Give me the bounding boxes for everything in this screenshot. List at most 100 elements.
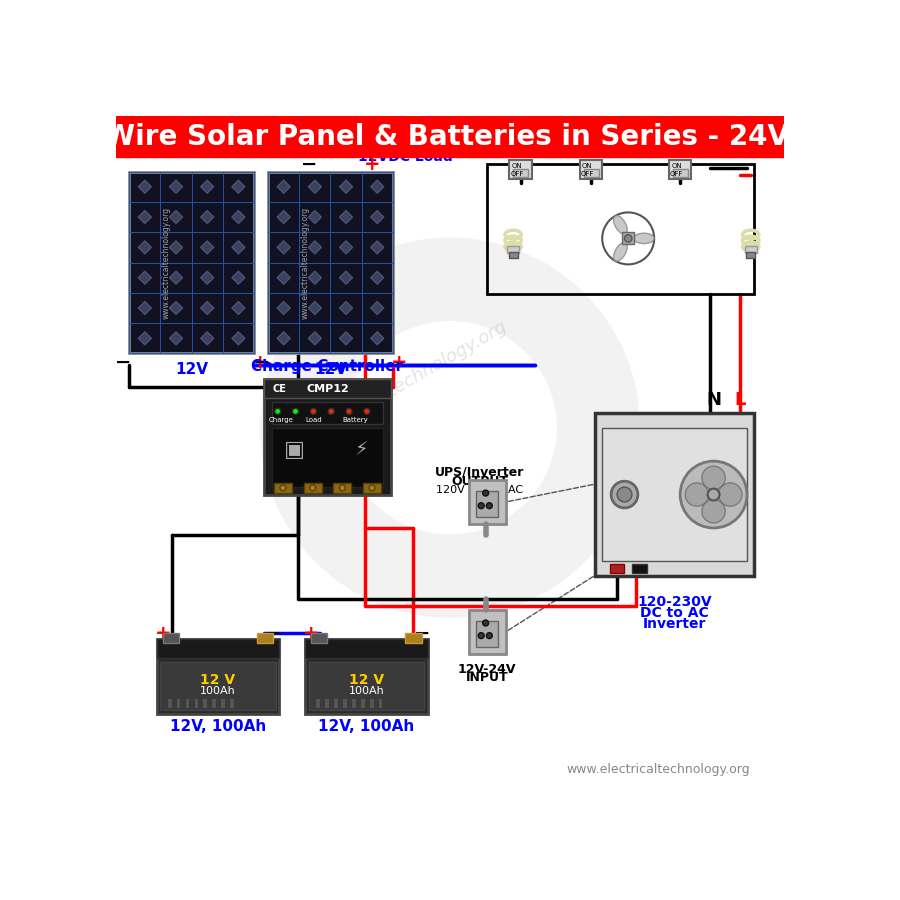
Polygon shape xyxy=(308,211,321,224)
Polygon shape xyxy=(139,211,151,224)
Text: −: − xyxy=(115,353,131,372)
Polygon shape xyxy=(201,240,214,254)
Bar xyxy=(272,401,383,424)
Polygon shape xyxy=(371,302,384,315)
Bar xyxy=(673,169,688,176)
Polygon shape xyxy=(308,271,321,284)
Text: ON: ON xyxy=(671,163,682,168)
Bar xyxy=(508,246,519,253)
Circle shape xyxy=(702,466,725,490)
Text: UPS/Inverter: UPS/Inverter xyxy=(435,466,525,479)
Polygon shape xyxy=(277,271,291,284)
Bar xyxy=(343,698,346,707)
Bar xyxy=(406,633,422,643)
Bar xyxy=(334,698,338,707)
Circle shape xyxy=(482,620,489,626)
Polygon shape xyxy=(277,180,291,194)
Polygon shape xyxy=(371,211,384,224)
Text: 100Ah: 100Ah xyxy=(200,687,236,697)
Text: OUTPUT: OUTPUT xyxy=(451,474,508,488)
Polygon shape xyxy=(339,240,353,254)
Circle shape xyxy=(718,483,742,506)
Bar xyxy=(311,633,328,643)
Polygon shape xyxy=(339,271,353,284)
Polygon shape xyxy=(339,331,353,345)
Text: 12VDC Load: 12VDC Load xyxy=(358,149,453,164)
Polygon shape xyxy=(139,271,151,284)
Bar xyxy=(469,480,506,524)
Text: Battery: Battery xyxy=(342,418,368,423)
Polygon shape xyxy=(277,211,291,224)
Bar xyxy=(379,698,382,707)
Bar xyxy=(508,253,518,258)
Bar xyxy=(185,698,189,707)
Bar xyxy=(230,698,234,707)
Text: +: + xyxy=(155,624,171,643)
Text: INPUT: INPUT xyxy=(466,671,508,684)
Text: www.electricaltechnology.org: www.electricaltechnology.org xyxy=(162,206,171,319)
Bar xyxy=(212,698,216,707)
Text: 12V, 100Ah: 12V, 100Ah xyxy=(170,719,266,734)
Bar xyxy=(513,169,528,176)
Polygon shape xyxy=(339,302,353,315)
Bar xyxy=(309,662,424,710)
Text: 100Ah: 100Ah xyxy=(348,687,384,697)
Bar xyxy=(305,639,428,714)
Circle shape xyxy=(328,409,334,414)
Polygon shape xyxy=(231,180,245,194)
Bar xyxy=(274,482,292,493)
Bar xyxy=(469,609,506,654)
Circle shape xyxy=(369,485,375,490)
Text: +: + xyxy=(252,353,268,372)
Bar xyxy=(325,698,329,707)
Text: +: + xyxy=(364,155,381,174)
Circle shape xyxy=(310,409,317,414)
Circle shape xyxy=(292,409,299,414)
Circle shape xyxy=(339,485,346,490)
Circle shape xyxy=(611,482,638,508)
Bar xyxy=(476,491,499,517)
Circle shape xyxy=(685,483,708,506)
Bar xyxy=(194,698,198,707)
Bar xyxy=(595,413,754,576)
Text: 120V - 230V AC: 120V - 230V AC xyxy=(436,485,523,495)
Bar xyxy=(265,380,391,494)
Text: 120-240V AC Load: 120-240V AC Load xyxy=(543,142,699,157)
Polygon shape xyxy=(231,240,245,254)
Text: +: + xyxy=(303,624,320,643)
Text: 12V: 12V xyxy=(314,363,347,377)
Text: −: − xyxy=(414,624,430,643)
Text: 12V-24V: 12V-24V xyxy=(458,662,517,676)
Text: CMP12: CMP12 xyxy=(306,384,349,394)
Polygon shape xyxy=(139,180,151,194)
Bar xyxy=(116,116,784,157)
Polygon shape xyxy=(201,211,214,224)
Circle shape xyxy=(364,409,370,414)
Text: L: L xyxy=(734,391,745,409)
Circle shape xyxy=(478,503,484,508)
Text: www.electricaltechnology.org: www.electricaltechnology.org xyxy=(301,206,310,319)
Circle shape xyxy=(680,461,747,528)
Circle shape xyxy=(310,485,316,490)
Polygon shape xyxy=(308,240,321,254)
Bar xyxy=(745,246,757,253)
Bar xyxy=(584,169,598,176)
Text: OFF: OFF xyxy=(580,171,594,176)
Text: Charge Controller: Charge Controller xyxy=(251,358,403,374)
Text: −: − xyxy=(254,353,270,372)
Polygon shape xyxy=(169,271,183,284)
Text: 12V, 100Ah: 12V, 100Ah xyxy=(319,719,415,734)
Bar xyxy=(221,698,225,707)
Polygon shape xyxy=(169,180,183,194)
Polygon shape xyxy=(339,211,353,224)
Text: ON: ON xyxy=(511,163,522,168)
Circle shape xyxy=(482,491,489,496)
Bar xyxy=(130,172,254,354)
Bar xyxy=(370,698,374,707)
Polygon shape xyxy=(308,302,321,315)
Text: 12 V: 12 V xyxy=(349,673,384,688)
Text: ▣: ▣ xyxy=(284,440,304,460)
Bar xyxy=(361,698,365,707)
Ellipse shape xyxy=(634,233,654,244)
Ellipse shape xyxy=(614,242,627,261)
